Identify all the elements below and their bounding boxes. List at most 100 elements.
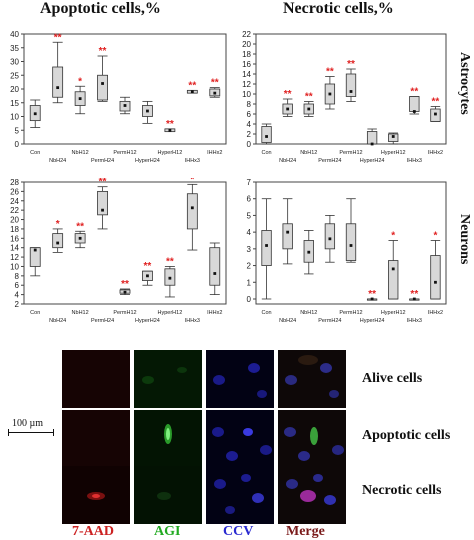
- xtick-label-necro-neuro-8: IHHx2: [428, 310, 443, 316]
- channel-7aad: 7-AAD: [72, 524, 114, 539]
- xtick-label-necro-neuro-0: Con: [262, 310, 272, 316]
- median-apop-astro-7: [190, 90, 194, 94]
- significance-necro-astro-2: **: [305, 92, 313, 103]
- xtick-label-apop-astro-0: Con: [30, 150, 40, 156]
- xtick-label-apop-neuro-5: HyperH24: [135, 318, 160, 324]
- significance-apop-neuro-1: *: [56, 219, 60, 230]
- row-label-neurons: Neurons: [457, 214, 472, 265]
- median-apop-astro-3: [101, 82, 104, 85]
- ytick-label-apop-neuro-5: 12: [10, 253, 19, 262]
- ytick-label-necro-neuro-5: 5: [247, 211, 252, 220]
- ytick-label-apop-astro-3: 15: [10, 99, 19, 108]
- significance-apop-astro-3: **: [99, 46, 107, 57]
- xtick-label-apop-astro-8: IHHx2: [207, 150, 222, 156]
- significance-necro-neuro-5: **: [368, 289, 376, 300]
- ytick-label-necro-astro-7: 14: [242, 70, 251, 79]
- median-apop-neuro-2: [78, 236, 82, 240]
- ytick-label-apop-neuro-2: 6: [15, 281, 20, 290]
- median-necro-astro-2: [307, 107, 311, 111]
- box-necro-neuro-1: [282, 223, 293, 250]
- xtick-label-apop-astro-7: IHHx3: [185, 158, 200, 164]
- ytick-label-apop-neuro-0: 2: [15, 300, 20, 309]
- xtick-label-apop-neuro-1: NbH24: [49, 318, 66, 324]
- xtick-label-necro-astro-1: NbH24: [279, 158, 296, 164]
- tile-necrotic-agi: [134, 466, 202, 524]
- significance-apop-astro-7: **: [188, 80, 196, 91]
- title-necrotic: Necrotic cells,%: [283, 0, 394, 17]
- median-necro-neuro-7: [412, 297, 416, 301]
- box-necro-neuro-0: [261, 230, 272, 266]
- xtick-label-necro-astro-3: PermH24: [318, 158, 341, 164]
- ytick-label-apop-neuro-3: 8: [15, 272, 20, 281]
- box-necro-astro-4: [345, 73, 357, 97]
- significance-necro-neuro-6: *: [391, 230, 395, 241]
- ytick-label-necro-neuro-2: 2: [247, 262, 252, 271]
- ytick-label-necro-astro-1: 2: [247, 130, 252, 139]
- xtick-label-apop-astro-5: HyperH24: [135, 158, 160, 164]
- ytick-label-necro-neuro-1: 1: [247, 278, 252, 287]
- ytick-label-apop-neuro-13: 28: [10, 178, 19, 187]
- median-necro-astro-8: [434, 112, 437, 116]
- xtick-label-necro-neuro-4: PermH12: [339, 310, 362, 316]
- significance-necro-astro-8: **: [432, 97, 440, 108]
- median-apop-neuro-8: [213, 272, 217, 275]
- scale-bar-cap-right: [53, 429, 54, 436]
- significance-apop-astro-2: *: [78, 76, 82, 87]
- xtick-label-apop-astro-1: NbH24: [49, 158, 66, 164]
- median-necro-neuro-0: [265, 244, 268, 247]
- significance-apop-neuro-6: **: [166, 256, 174, 267]
- scale-bar: [8, 432, 54, 433]
- box-necro-neuro-8: [430, 255, 441, 300]
- title-apoptotic: Apoptotic cells,%: [40, 0, 161, 17]
- median-necro-neuro-3: [328, 237, 332, 241]
- significance-apop-neuro-7: *: [190, 178, 194, 185]
- box-necro-astro-5: [366, 131, 378, 145]
- xtick-label-apop-neuro-7: IHHx3: [185, 318, 200, 324]
- median-necro-neuro-1: [286, 230, 290, 234]
- scale-bar-cap-left: [8, 429, 9, 436]
- ytick-label-necro-astro-10: 20: [242, 40, 251, 49]
- significance-necro-astro-7: **: [410, 87, 418, 98]
- ytick-label-necro-astro-0: 0: [247, 140, 252, 149]
- ytick-label-necro-astro-3: 6: [247, 110, 252, 119]
- median-apop-astro-2: [78, 97, 82, 101]
- median-necro-neuro-6: [391, 267, 395, 271]
- box-necro-neuro-4: [345, 223, 357, 261]
- median-necro-neuro-8: [434, 280, 437, 284]
- tile-necrotic-merge: [278, 466, 346, 524]
- chart-apoptotic-neurons: 246810121416182022242628ConNbH24*NbH12**…: [10, 178, 227, 324]
- ytick-label-apop-astro-8: 40: [10, 30, 19, 39]
- ytick-label-apop-astro-6: 30: [10, 58, 19, 67]
- median-apop-astro-6: [168, 128, 172, 132]
- median-necro-astro-3: [328, 92, 332, 96]
- ytick-label-apop-neuro-12: 26: [10, 187, 19, 196]
- tile-alive-merge: [278, 350, 346, 408]
- xtick-label-necro-astro-2: NbH12: [300, 150, 317, 156]
- significance-apop-astro-8: **: [211, 78, 219, 89]
- median-apop-neuro-4: [123, 290, 127, 294]
- xtick-label-apop-astro-4: PermH12: [113, 150, 136, 156]
- xtick-label-necro-astro-6: HyperH12: [381, 150, 406, 156]
- channel-agi: AGI: [154, 524, 181, 539]
- chart-apoptotic-astrocytes: 0 5 10 15 20 25 30 35 40 Con NbH24 ** NbH12 * PermH24 *…: [10, 30, 227, 164]
- median-necro-astro-1: [286, 107, 290, 111]
- ytick-label-apop-astro-7: 35: [10, 44, 19, 53]
- channel-merge: Merge: [286, 524, 325, 539]
- tile-necrotic-7aad: [62, 466, 130, 524]
- channel-ccv: CCV: [223, 524, 254, 539]
- xtick-label-apop-neuro-3: PermH24: [91, 318, 114, 324]
- median-necro-astro-5: [370, 142, 374, 146]
- xtick-label-apop-astro-6: HyperH12: [158, 150, 183, 156]
- significance-apop-neuro-5: **: [144, 261, 152, 272]
- ytick-label-necro-astro-2: 4: [247, 120, 252, 129]
- median-apop-neuro-1: [56, 241, 60, 245]
- ytick-label-necro-neuro-0: 0: [247, 295, 252, 304]
- condition-apoptotic: Apoptotic cells: [362, 428, 451, 443]
- box-apop-neuro-0: [29, 247, 41, 267]
- ytick-label-necro-astro-9: 18: [242, 50, 251, 59]
- box-apop-neuro-7: [186, 193, 198, 230]
- median-apop-neuro-5: [146, 274, 149, 278]
- ytick-label-necro-astro-8: 16: [242, 60, 251, 69]
- box-apop-neuro-3: [97, 190, 108, 216]
- box-apop-astro-1: [52, 66, 64, 98]
